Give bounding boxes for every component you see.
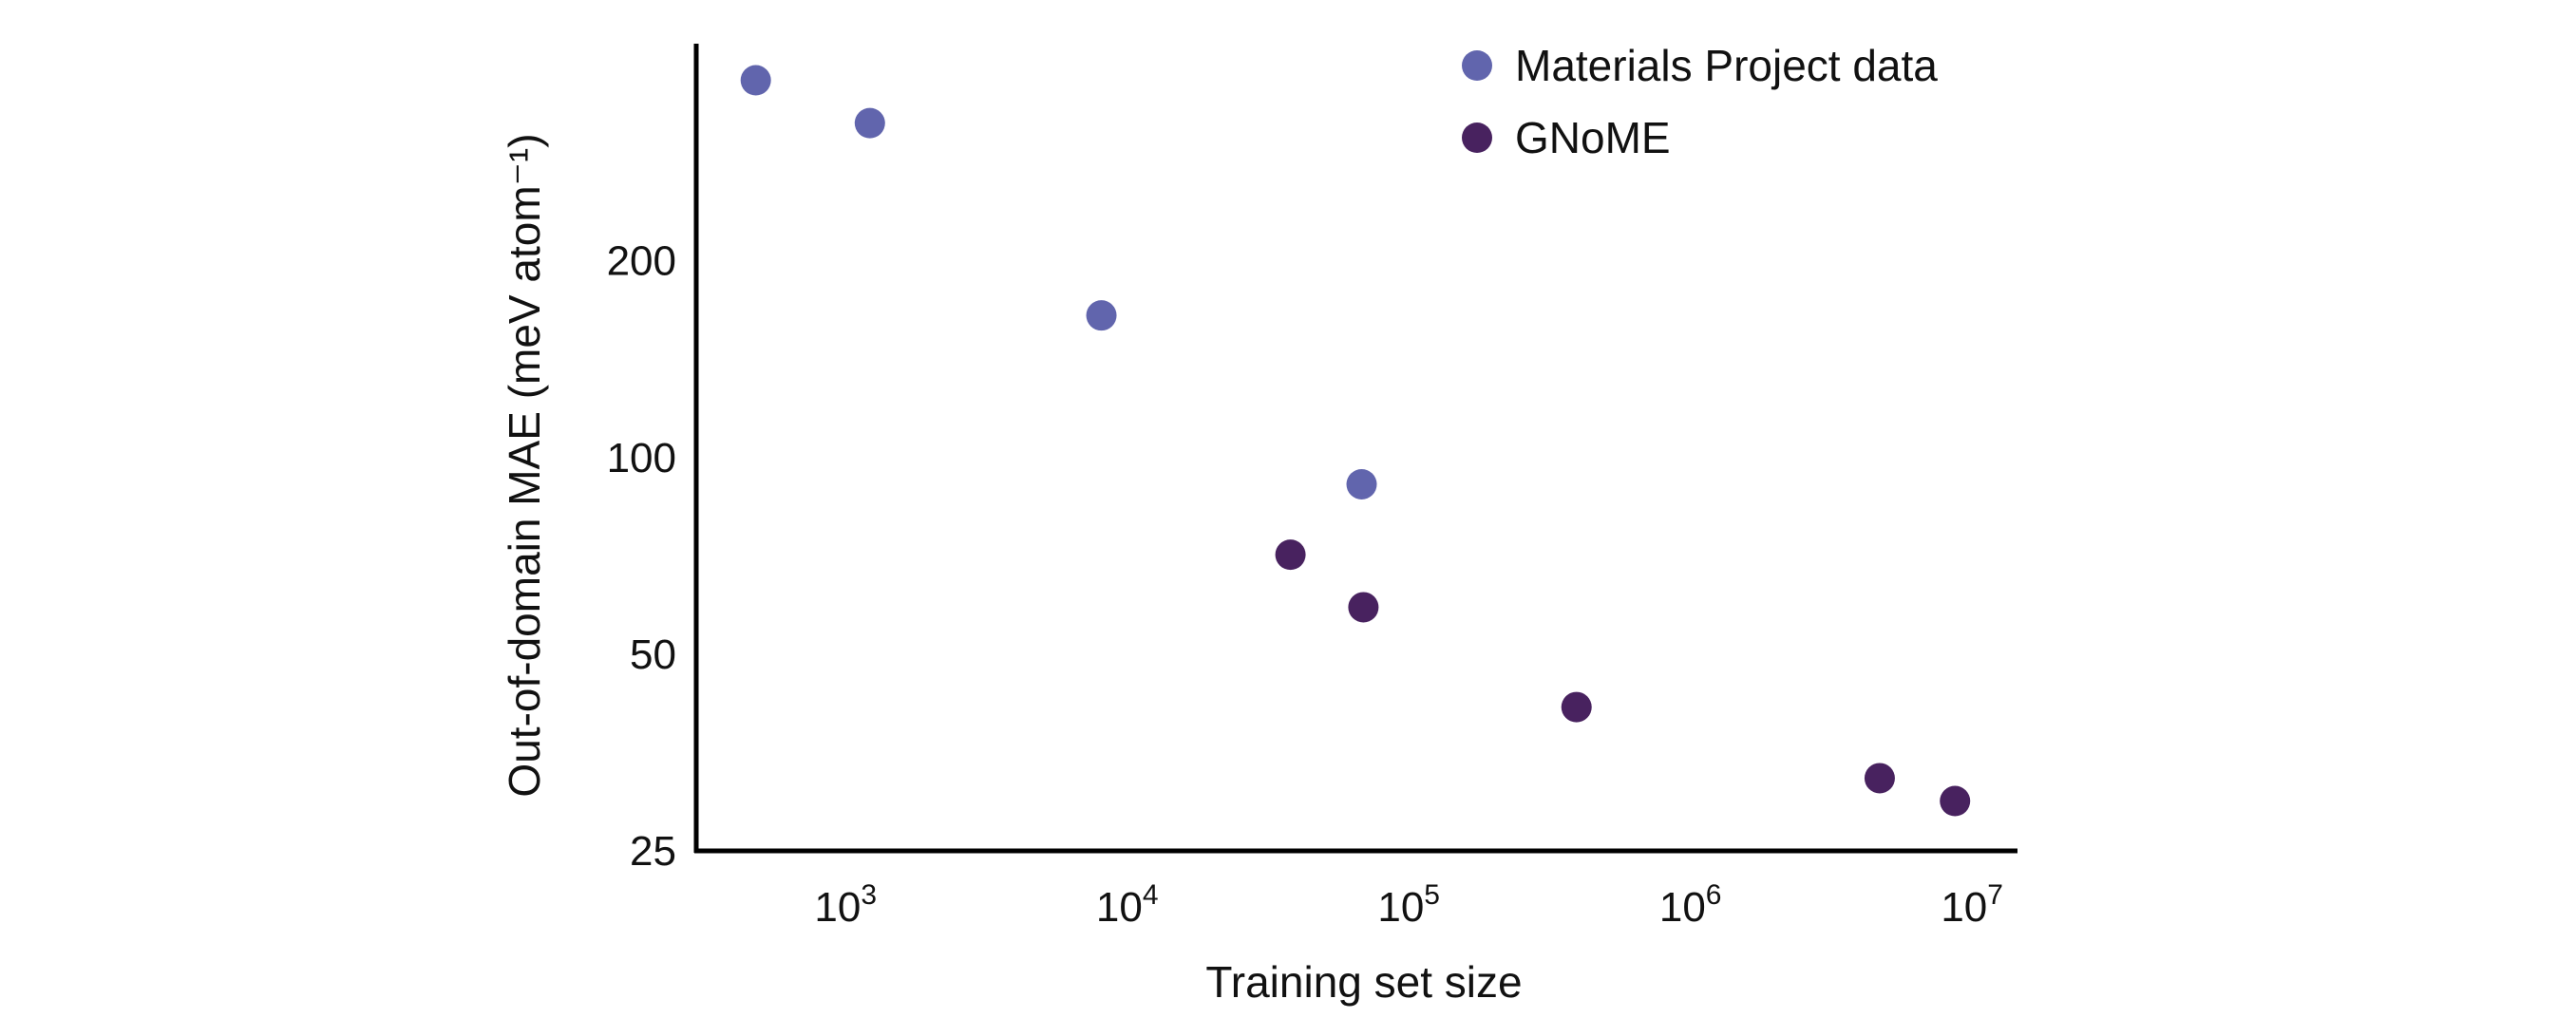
x-tick-exponent: 5: [1424, 879, 1440, 911]
legend-marker-materials-project: [1462, 50, 1492, 81]
y-axis-label: Out-of-domain MAE (meV atom⁻¹): [500, 133, 549, 797]
x-tick-label: 107: [1941, 879, 2003, 931]
legend: Materials Project data GNoME: [1462, 41, 1938, 162]
data-point-materials-project: [1346, 468, 1377, 500]
data-point-materials-project: [740, 65, 771, 96]
x-tick-base: 10: [1659, 884, 1706, 931]
data-point-materials-project: [854, 107, 885, 139]
x-tick-label: 103: [814, 879, 877, 931]
x-axis-label: Training set size: [1205, 957, 1522, 1007]
legend-label-gnome: GNoME: [1515, 113, 1671, 162]
y-tick-label: 100: [607, 435, 676, 481]
y-tick-label: 50: [630, 632, 676, 678]
x-tick-base: 10: [1941, 884, 1987, 931]
x-tick-exponent: 4: [1143, 879, 1159, 911]
y-tick-labels: 25 50 100 200: [607, 238, 676, 875]
data-point-gnome: [1561, 691, 1592, 723]
legend-label-materials-project: Materials Project data: [1515, 41, 1938, 90]
x-tick-base: 10: [814, 884, 861, 931]
x-tick-label: 104: [1096, 879, 1159, 931]
x-tick-labels: 103 104 105 106 107: [814, 879, 2003, 931]
x-tick-exponent: 7: [1987, 879, 2003, 911]
data-points: [740, 65, 1971, 817]
data-point-gnome: [1275, 539, 1306, 571]
legend-marker-gnome: [1462, 123, 1492, 153]
data-point-gnome: [1940, 785, 1971, 817]
x-tick-label: 106: [1659, 879, 1722, 931]
data-point-materials-project: [1086, 300, 1117, 331]
data-point-gnome: [1864, 763, 1895, 794]
x-tick-label: 105: [1377, 879, 1440, 931]
y-tick-label: 25: [630, 828, 676, 875]
data-point-gnome: [1348, 592, 1379, 623]
x-tick-base: 10: [1096, 884, 1143, 931]
x-tick-exponent: 6: [1706, 879, 1722, 911]
x-tick-exponent: 3: [861, 879, 877, 911]
y-tick-label: 200: [607, 238, 676, 285]
x-tick-base: 10: [1377, 884, 1424, 931]
